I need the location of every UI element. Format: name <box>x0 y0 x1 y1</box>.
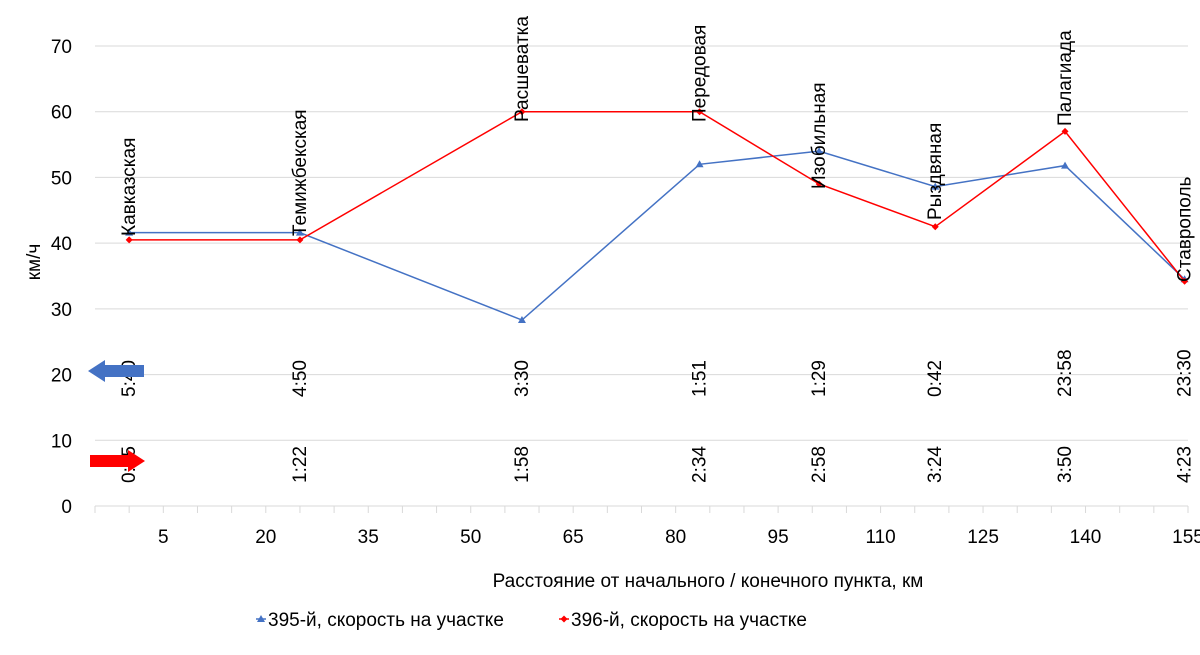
y-tick-label: 30 <box>51 300 72 321</box>
x-tick-label: 50 <box>460 527 481 548</box>
arrow-right-icon <box>90 450 145 472</box>
data-point-395 <box>125 228 134 236</box>
x-tick-label: 80 <box>665 527 686 548</box>
data-point-396 <box>296 236 304 244</box>
y-tick-label: 0 <box>61 497 72 518</box>
station-time-395: 4:50 <box>290 360 311 397</box>
station-name: Палагиада <box>1055 30 1076 126</box>
series-line-396 <box>129 110 1186 282</box>
station-time-396: 2:34 <box>690 446 711 483</box>
x-tick-label: 65 <box>563 527 584 548</box>
data-point-395 <box>931 182 940 190</box>
station-time-396: 1:22 <box>290 446 311 483</box>
station-time-396: 2:58 <box>809 446 830 483</box>
station-name: Ставрополь <box>1175 176 1196 282</box>
y-tick-label: 20 <box>51 366 72 387</box>
y-axis-title: км/ч <box>24 244 45 281</box>
station-time-395: 1:29 <box>809 360 830 397</box>
data-point-395 <box>517 316 526 324</box>
x-tick-label: 140 <box>1070 527 1102 548</box>
station-time-395: 0:42 <box>925 360 946 397</box>
x-tick-label: 125 <box>967 527 999 548</box>
data-point-395 <box>1061 161 1070 169</box>
data-point-396 <box>1181 277 1189 285</box>
data-point-396 <box>1061 127 1069 135</box>
x-tick-label: 95 <box>768 527 789 548</box>
station-time-396: 3:50 <box>1055 446 1076 483</box>
station-time-395: 23:58 <box>1055 349 1076 397</box>
station-time-395: 1:51 <box>690 360 711 397</box>
station-name: Кавказская <box>119 138 140 236</box>
legend: 395-й, скорость на участке 396-й, скорос… <box>256 610 807 631</box>
station-time-396: 3:24 <box>925 446 946 483</box>
y-tick-label: 50 <box>51 168 72 189</box>
arrow-left-icon <box>88 360 144 382</box>
station-name: Рыздвяная <box>925 123 946 220</box>
y-tick-label: 60 <box>51 103 72 124</box>
tick-labels: 0 10 20 30 40 50 60 70 5 20 35 50 65 80 95 110 125 140 155 <box>51 37 1200 548</box>
data-point-396 <box>815 180 823 188</box>
series-layer <box>125 108 1189 324</box>
station-time-396: 1:58 <box>512 446 533 483</box>
legend-marker-395 <box>257 615 265 622</box>
station-time-396: 4:23 <box>1175 446 1196 483</box>
station-name: Передовая <box>690 25 711 122</box>
x-tick-label: 35 <box>358 527 379 548</box>
y-tick-label: 70 <box>51 37 72 58</box>
y-tick-label: 10 <box>51 431 72 452</box>
data-point-396 <box>518 108 526 116</box>
y-tick-label: 40 <box>51 234 72 255</box>
legend-marker-396 <box>560 615 568 623</box>
x-tick-label: 20 <box>255 527 276 548</box>
data-point-396 <box>696 108 704 116</box>
series-line-395 <box>129 150 1186 321</box>
x-tick-label: 5 <box>158 527 169 548</box>
direction-arrows <box>88 360 145 472</box>
data-point-395 <box>295 228 304 236</box>
station-name: Изобильная <box>809 82 830 189</box>
station-time-395: 23:30 <box>1175 349 1196 397</box>
x-axis-title: Расстояние от начального / конечного пун… <box>493 571 924 592</box>
axes <box>94 505 1189 513</box>
x-tick-label: 155 <box>1172 527 1200 548</box>
data-point-395 <box>815 147 824 155</box>
data-point-395 <box>695 160 704 168</box>
legend-label-396: 396-й, скорость на участке <box>571 610 807 631</box>
station-labels: Кавказская5:400:45Темижбекская4:501:22Ра… <box>119 16 1195 483</box>
station-name: Расшеватка <box>512 16 533 122</box>
data-point-396 <box>125 236 133 244</box>
x-tick-label: 110 <box>865 527 895 548</box>
station-name: Темижбекская <box>290 109 311 236</box>
data-point-396 <box>931 223 939 231</box>
legend-label-395: 395-й, скорость на участке <box>268 610 504 631</box>
station-time-395: 3:30 <box>512 360 533 397</box>
